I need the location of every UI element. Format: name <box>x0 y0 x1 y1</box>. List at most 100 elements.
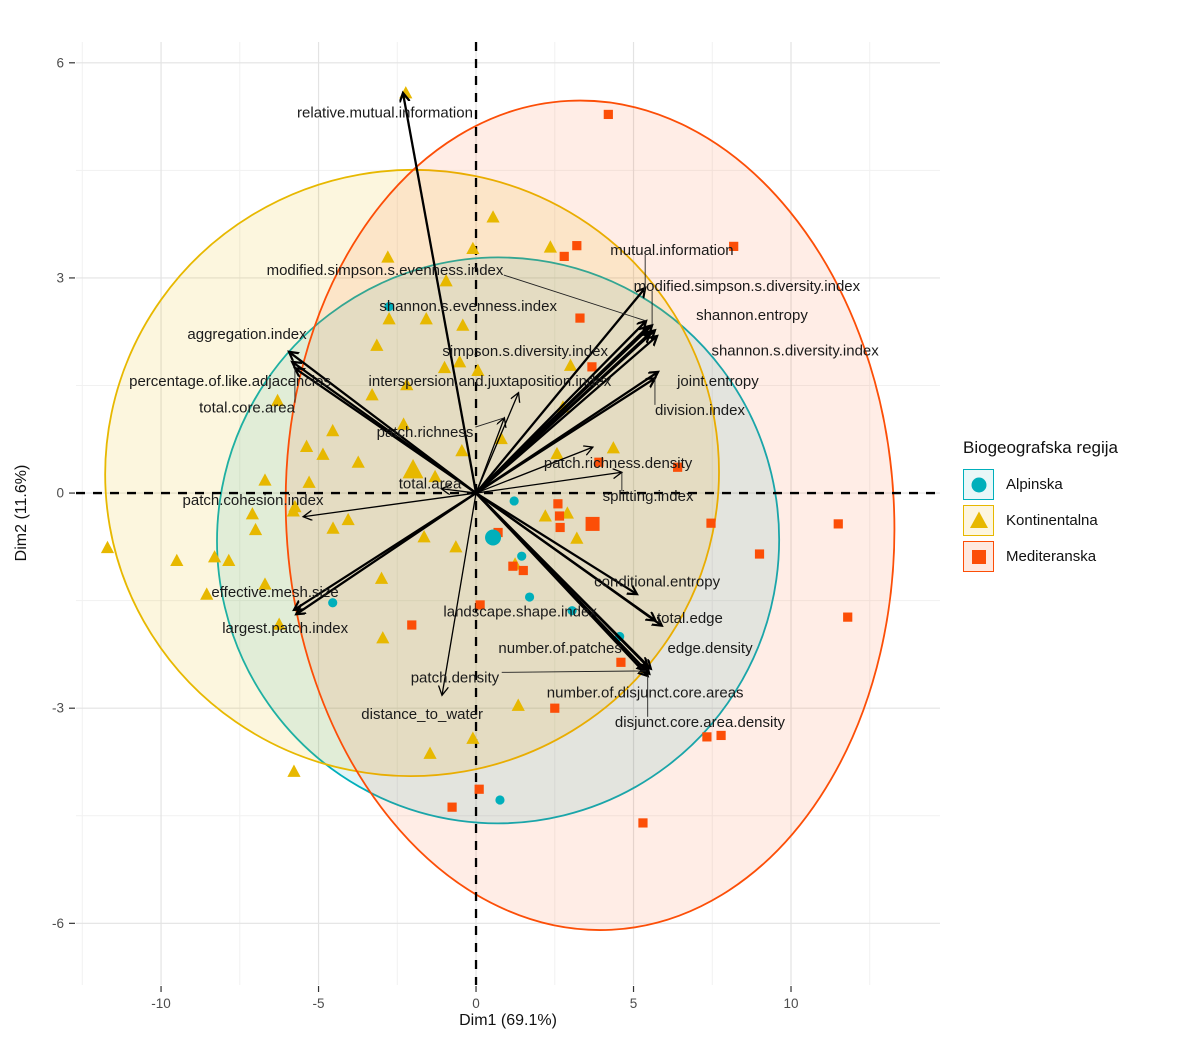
legend-symbol-mediteranska <box>971 549 986 564</box>
point-kontinentalna <box>381 250 395 263</box>
point-kontinentalna <box>365 388 379 401</box>
point-kontinentalna <box>299 439 314 452</box>
point-mediteranska <box>474 784 484 794</box>
point-mediteranska <box>555 522 565 533</box>
point-kontinentalna <box>351 455 365 468</box>
x-tick-label: -5 <box>313 996 325 1011</box>
origin-lines <box>76 42 940 985</box>
x-tick-label: 10 <box>783 996 798 1011</box>
point-kontinentalna <box>466 241 480 255</box>
label-number.of.patches: number.of.patches <box>498 640 621 657</box>
arrow-patch.richness <box>475 418 504 494</box>
point-mediteranska <box>554 511 565 521</box>
legend-label-alpinska: Alpinska <box>1006 476 1063 493</box>
point-kontinentalna <box>455 443 469 457</box>
point-mediteranska <box>587 362 597 372</box>
point-kontinentalna <box>538 509 552 522</box>
point-mediteranska <box>508 561 518 571</box>
mean-point-kontinentalna <box>402 458 424 479</box>
label-interspersion.and.juxtaposition.index: interspersion.and.juxtaposition.index <box>369 373 612 390</box>
point-kontinentalna <box>207 550 222 563</box>
point-kontinentalna <box>543 240 557 253</box>
label-mutual.information: mutual.information <box>610 242 733 259</box>
y-tick-label: -3 <box>52 701 64 716</box>
point-mediteranska <box>702 732 712 742</box>
label-patch.richness.density: patch.richness.density <box>544 455 693 472</box>
variable-labels: relative.mutual.information mutual.inform… <box>129 104 879 731</box>
y-tick-label: 3 <box>56 270 64 285</box>
point-kontinentalna <box>511 698 525 711</box>
arrow-total.edge <box>475 492 662 626</box>
point-mediteranska <box>843 612 853 622</box>
label-relative.mutual.information: relative.mutual.information <box>297 104 473 121</box>
point-kontinentalna <box>439 274 453 287</box>
legend-symbol-alpinska <box>971 477 986 492</box>
point-kontinentalna <box>258 577 272 590</box>
point-kontinentalna <box>376 631 390 644</box>
point-mediteranska <box>550 703 560 713</box>
arrow-total.area <box>441 489 477 493</box>
point-alpinska <box>524 592 535 602</box>
point-kontinentalna <box>341 512 355 526</box>
axes: -10 -5 0 5 10 -6 -3 0 3 6 <box>52 55 799 1011</box>
label-simpson.s.diversity.index: simpson.s.diversity.index <box>442 343 608 360</box>
point-kontinentalna <box>170 553 184 566</box>
point-mediteranska <box>603 109 613 120</box>
point-kontinentalna <box>286 504 300 517</box>
point-mediteranska <box>673 462 683 472</box>
arrow-largest.patch.index <box>296 492 477 614</box>
point-kontinentalna <box>419 312 433 325</box>
point-mediteranska <box>833 519 843 529</box>
point-kontinentalna <box>316 447 330 460</box>
point-kontinentalna <box>302 475 316 488</box>
point-kontinentalna <box>287 764 301 777</box>
point-mediteranska <box>706 518 716 528</box>
mean-point-alpinska <box>485 529 502 546</box>
point-mediteranska <box>559 251 569 262</box>
legend-item-alpinska: Alpinska <box>963 468 1118 501</box>
point-kontinentalna <box>453 355 467 368</box>
label-conditional.entropy: conditional.entropy <box>594 573 720 590</box>
legend-items: Alpinska Kontinentalna Mediteranska <box>963 468 1118 573</box>
group-ellipses <box>104 99 896 931</box>
arrow-mutual.information <box>475 288 645 494</box>
label-largest.patch.index: largest.patch.index <box>222 620 348 637</box>
point-kontinentalna <box>456 318 470 331</box>
label-shannon.entropy: shannon.entropy <box>696 307 808 324</box>
arrow-interspersion.and.juxtaposition.index <box>475 393 519 494</box>
point-kontinentalna <box>270 393 285 407</box>
point-alpinska <box>328 598 338 608</box>
point-alpinska <box>509 496 519 506</box>
point-kontinentalna <box>326 521 340 534</box>
label-distance_to_water: distance_to_water <box>361 706 483 723</box>
point-kontinentalna <box>100 540 115 554</box>
label-division.index: division.index <box>655 402 746 419</box>
point-kontinentalna <box>245 507 259 520</box>
arrow-modified.simpson.s.evenness.index <box>475 321 646 494</box>
point-kontinentalna <box>417 530 431 543</box>
label-disjunct.core.area.density: disjunct.core.area.density <box>615 714 786 731</box>
point-mediteranska <box>407 620 417 630</box>
data-points <box>100 86 853 828</box>
point-mediteranska <box>638 818 648 828</box>
point-alpinska <box>517 551 527 561</box>
label-patch.richness: patch.richness <box>377 424 474 441</box>
arrow-division.index <box>475 378 655 495</box>
point-kontinentalna <box>428 469 442 483</box>
point-kontinentalna <box>606 441 620 454</box>
label-edge.density: edge.density <box>668 640 754 657</box>
point-mediteranska <box>716 730 726 741</box>
point-kontinentalna <box>486 210 500 223</box>
arrow-disjunct.core.area.density <box>475 492 648 676</box>
arrow-conditional.entropy <box>475 492 637 594</box>
x-tick-label: 0 <box>472 996 480 1011</box>
legend-key-circle-icon <box>963 469 994 500</box>
label-joint.entropy: joint.entropy <box>676 373 759 390</box>
label-total.core.area: total.core.area <box>199 400 296 417</box>
point-kontinentalna <box>399 86 413 99</box>
point-kontinentalna <box>437 360 452 374</box>
point-mediteranska <box>553 499 563 509</box>
point-kontinentalna <box>222 553 236 566</box>
